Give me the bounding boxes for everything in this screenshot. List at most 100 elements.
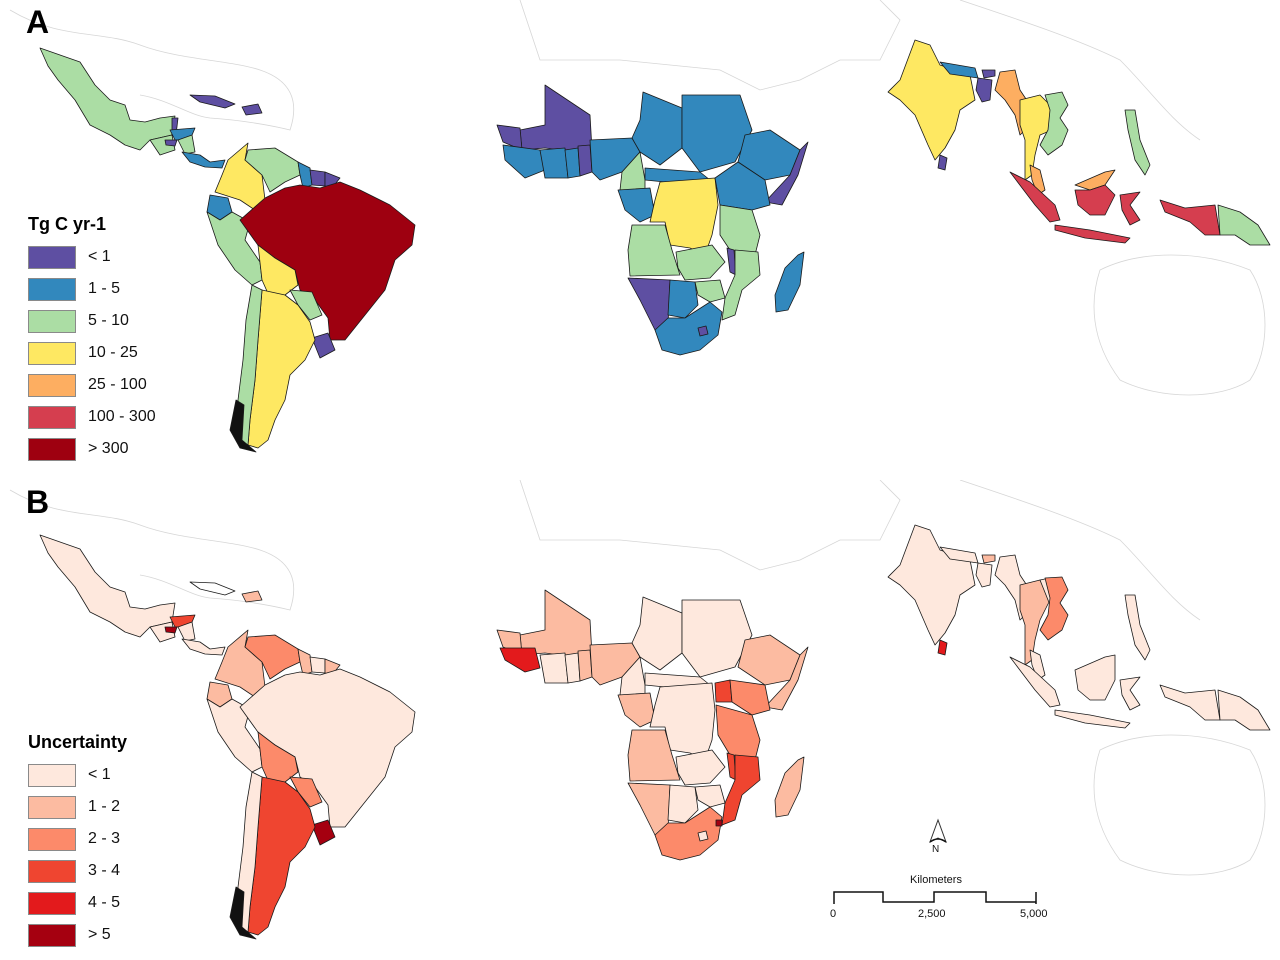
scale-tick-0: 0 (830, 908, 837, 920)
country-indonesia-java[interactable] (1054, 709, 1131, 729)
country-togo-benin[interactable] (577, 144, 593, 177)
country-ghana[interactable] (564, 147, 581, 179)
country-sri-lanka[interactable] (937, 154, 948, 171)
country-el-salvador[interactable] (164, 626, 178, 634)
legend-label: < 1 (88, 248, 111, 265)
country-india[interactable] (887, 524, 976, 646)
legend-label: 1 - 2 (88, 798, 121, 815)
country-congo-gabon[interactable] (617, 187, 656, 223)
country-zimbabwe[interactable] (694, 784, 726, 808)
country-bhutan[interactable] (981, 69, 996, 79)
country-guinea-region[interactable] (502, 144, 546, 179)
country-mexico[interactable] (39, 534, 176, 638)
legend-title: Uncertainty (28, 732, 128, 752)
country-indonesia-sulawesi[interactable] (1119, 191, 1141, 226)
country-madagascar[interactable] (774, 756, 805, 818)
country-paraguay[interactable] (289, 289, 323, 321)
country-uruguay[interactable] (311, 819, 336, 846)
country-south-africa[interactable] (654, 301, 723, 356)
map-uncertainty (9, 480, 1271, 940)
country-indonesia-sulawesi[interactable] (1119, 676, 1141, 711)
country-tanzania[interactable] (719, 204, 761, 256)
country-guinea[interactable] (499, 647, 541, 673)
country-somalia[interactable] (764, 646, 809, 711)
country-mali[interactable] (519, 589, 593, 656)
country-mozambique[interactable] (721, 754, 761, 826)
country-sudan[interactable] (681, 94, 753, 173)
country-south-africa[interactable] (654, 806, 723, 861)
country-vietnam-cambodia[interactable] (1039, 576, 1069, 641)
country-costa-rica-panama[interactable] (181, 151, 226, 169)
country-brazil[interactable] (239, 181, 416, 341)
country-nicaragua[interactable] (177, 621, 196, 642)
country-botswana[interactable] (667, 279, 699, 319)
country-cameroon[interactable] (619, 151, 646, 191)
country-congo-gabon[interactable] (617, 692, 656, 728)
country-el-salvador[interactable] (164, 139, 178, 147)
country-malaysia-borneo[interactable] (1074, 169, 1116, 191)
country-suriname[interactable] (309, 656, 326, 674)
country-ghana[interactable] (564, 652, 581, 684)
country-zimbabwe[interactable] (694, 279, 726, 303)
country-drc[interactable] (649, 682, 716, 761)
country-botswana[interactable] (667, 784, 699, 824)
country-venezuela[interactable] (244, 147, 301, 193)
country-somalia[interactable] (764, 141, 809, 206)
country-drc[interactable] (649, 177, 719, 256)
country-brazil[interactable] (239, 668, 416, 828)
country-lesotho[interactable] (697, 830, 709, 842)
legend-label: 10 - 25 (88, 344, 138, 361)
country-indonesia-papua[interactable] (1159, 684, 1221, 721)
country-sri-lanka[interactable] (937, 639, 948, 656)
country-zambia[interactable] (675, 244, 726, 281)
country-bangladesh[interactable] (975, 562, 993, 588)
country-papua-new-guinea[interactable] (1217, 689, 1271, 731)
country-zambia[interactable] (675, 749, 726, 786)
legend-swatch (28, 827, 76, 851)
country-kenya[interactable] (729, 679, 771, 716)
country-indonesia-sumatra[interactable] (1009, 171, 1061, 223)
north-label: N (932, 844, 940, 855)
country-guyana[interactable] (297, 648, 313, 676)
country-madagascar[interactable] (774, 251, 805, 313)
country-indonesia-papua[interactable] (1159, 199, 1221, 236)
country-philippines[interactable] (1124, 594, 1151, 661)
country-suriname[interactable] (309, 169, 326, 187)
country-ivory-coast[interactable] (539, 652, 569, 684)
country-sudan[interactable] (681, 599, 753, 678)
country-nicaragua[interactable] (177, 134, 196, 155)
country-borneo[interactable] (1074, 654, 1116, 701)
country-paraguay[interactable] (289, 776, 323, 808)
country-cameroon[interactable] (619, 656, 646, 696)
region-asia (887, 39, 1271, 246)
country-philippines[interactable] (1124, 109, 1151, 176)
country-cuba[interactable] (189, 94, 236, 109)
country-angola[interactable] (627, 729, 681, 782)
country-hispaniola[interactable] (241, 590, 263, 603)
country-bhutan[interactable] (981, 554, 996, 564)
country-ivory-coast[interactable] (539, 147, 569, 179)
country-indonesia-sumatra[interactable] (1009, 656, 1061, 708)
country-lesotho[interactable] (697, 325, 709, 337)
country-uganda[interactable] (714, 679, 733, 703)
country-bangladesh[interactable] (975, 77, 993, 103)
legend-carbon: Tg C yr-1 < 1 1 - 5 5 - 10 10 - 25 25 - … (28, 214, 156, 465)
country-indonesia-borneo[interactable] (1074, 184, 1116, 216)
country-papua-new-guinea[interactable] (1217, 204, 1271, 246)
country-hispaniola[interactable] (241, 103, 263, 116)
country-costa-rica-panama[interactable] (181, 638, 226, 656)
legend-label: 5 - 10 (88, 312, 129, 329)
panel-b-uncertainty-map: B Uncertainty < 1 1 - 2 2 - 3 3 - 4 4 - … (0, 480, 1280, 960)
country-togo-benin[interactable] (577, 649, 593, 682)
country-india[interactable] (887, 39, 976, 161)
country-venezuela[interactable] (244, 634, 301, 680)
country-vietnam-cambodia[interactable] (1039, 91, 1069, 156)
country-guyana[interactable] (297, 161, 313, 189)
country-angola[interactable] (627, 224, 681, 277)
country-mozambique[interactable] (721, 249, 761, 321)
country-mali[interactable] (519, 84, 593, 151)
country-swaziland[interactable] (715, 819, 723, 827)
legend-label: 3 - 4 (88, 862, 121, 879)
country-uruguay[interactable] (311, 332, 336, 359)
country-indonesia-java[interactable] (1054, 224, 1131, 244)
